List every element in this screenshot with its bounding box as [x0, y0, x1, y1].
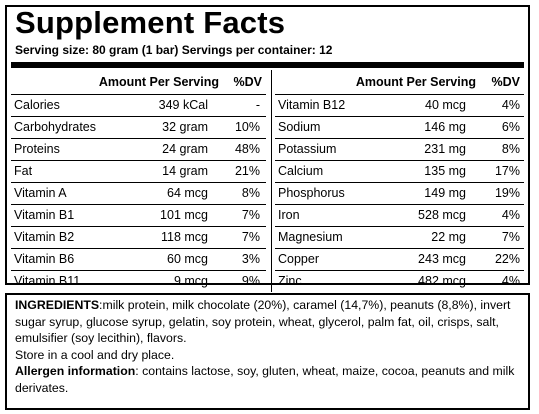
- nutrient-amount: 528 mcg: [418, 208, 466, 222]
- nutrient-row: Calories 349 kCal -: [11, 95, 266, 117]
- nutrient-row: Copper 243 mcg 22%: [275, 249, 524, 271]
- column-header: Amount Per Serving %DV: [275, 70, 524, 95]
- nutrient-dv: 48%: [234, 142, 260, 156]
- nutrient-name: Vitamin A: [14, 186, 67, 200]
- nutrient-row: Vitamin B11 9 mcg 9%: [11, 271, 266, 292]
- allergen-text: : contains lactose, soy, gluten, wheat, …: [15, 364, 515, 395]
- nutrient-dv: 10%: [234, 120, 260, 134]
- nutrient-row: Vitamin B2 118 mcg 7%: [11, 227, 266, 249]
- nutrient-name: Proteins: [14, 142, 60, 156]
- nutrient-amount: 101 mcg: [160, 208, 208, 222]
- nutrient-dv: 4%: [501, 208, 520, 222]
- nutrient-row: Carbohydrates 32 gram 10%: [11, 117, 266, 139]
- nutrient-name: Fat: [14, 164, 33, 178]
- dv-header: %DV: [491, 75, 520, 89]
- nutrient-dv: 6%: [501, 120, 520, 134]
- nutrient-name: Sodium: [278, 120, 321, 134]
- nutrient-name: Phosphorus: [278, 186, 345, 200]
- nutrient-amount: 9 mcg: [173, 274, 208, 288]
- nutrient-dv: 8%: [241, 186, 260, 200]
- nutrient-dv: 3%: [241, 252, 260, 266]
- supplement-facts-panel: Supplement Facts Serving size: 80 gram (…: [5, 5, 530, 292]
- nutrient-row: Vitamin A 64 mcg 8%: [11, 183, 266, 205]
- ingredients-list: :milk protein, milk chocolate (20%), car…: [15, 298, 511, 345]
- nutrient-name: Potassium: [278, 142, 337, 156]
- nutrient-amount: 135 mg: [424, 164, 466, 178]
- page-title: Supplement Facts: [15, 5, 286, 40]
- divider-thick: [11, 62, 524, 68]
- nutrient-dv: -: [255, 98, 260, 112]
- nutrient-amount: 32 gram: [162, 120, 208, 134]
- nutrient-name: Carbohydrates: [14, 120, 96, 134]
- nutrient-dv: 17%: [494, 164, 520, 178]
- nutrient-row: Potassium 231 mg 8%: [275, 139, 524, 161]
- nutrient-row: Vitamin B1 101 mcg 7%: [11, 205, 266, 227]
- column-header: Amount Per Serving %DV: [11, 70, 266, 95]
- nutrient-name: Calories: [14, 98, 60, 112]
- nutrient-column-right: Amount Per Serving %DV Vitamin B12 40 mcg…: [271, 70, 524, 292]
- nutrient-dv: 22%: [494, 252, 520, 266]
- nutrient-name: Copper: [278, 252, 319, 266]
- ingredients-text: INGREDIENTS:milk protein, milk chocolate…: [15, 297, 522, 347]
- nutrient-name: Calcium: [278, 164, 324, 178]
- nutrient-name: Magnesium: [278, 230, 343, 244]
- nutrient-amount: 64 mcg: [167, 186, 208, 200]
- amount-header: Amount Per Serving: [355, 75, 476, 89]
- nutrient-row: Vitamin B12 40 mcg 4%: [275, 95, 524, 117]
- nutrient-row: Proteins 24 gram 48%: [11, 139, 266, 161]
- serving-info: Serving size: 80 gram (1 bar) Servings p…: [15, 43, 333, 57]
- nutrient-dv: 4%: [501, 274, 520, 288]
- allergen-label: Allergen information: [15, 364, 136, 378]
- nutrient-amount: 118 mcg: [160, 230, 208, 244]
- nutrient-row: Sodium 146 mg 6%: [275, 117, 524, 139]
- nutrient-amount: 149 mg: [424, 186, 466, 200]
- nutrient-amount: 243 mcg: [418, 252, 466, 266]
- nutrient-amount: 60 mcg: [167, 252, 208, 266]
- nutrient-amount: 22 mg: [431, 230, 466, 244]
- nutrient-amount: 146 mg: [424, 120, 466, 134]
- nutrient-row: Calcium 135 mg 17%: [275, 161, 524, 183]
- nutrient-dv: 8%: [501, 142, 520, 156]
- nutrient-row: Fat 14 gram 21%: [11, 161, 266, 183]
- nutrient-dv: 7%: [241, 230, 260, 244]
- nutrient-dv: 9%: [241, 274, 260, 288]
- nutrient-amount: 349 kCal: [158, 98, 208, 112]
- nutrient-amount: 14 gram: [162, 164, 208, 178]
- nutrient-dv: 7%: [241, 208, 260, 222]
- nutrient-amount: 231 mg: [424, 142, 466, 156]
- nutrient-name: Zinc: [278, 274, 302, 288]
- nutrient-amount: 482 mcg: [418, 274, 466, 288]
- nutrient-name: Vitamin B2: [14, 230, 75, 244]
- allergen-info: Allergen information: contains lactose, …: [15, 363, 522, 396]
- nutrient-name: Vitamin B1: [14, 208, 75, 222]
- nutrient-row: Iron 528 mcg 4%: [275, 205, 524, 227]
- dv-header: %DV: [233, 75, 262, 89]
- nutrient-row: Zinc 482 mcg 4%: [275, 271, 524, 292]
- nutrient-dv: 19%: [494, 186, 520, 200]
- nutrient-amount: 40 mcg: [425, 98, 466, 112]
- nutrient-dv: 4%: [501, 98, 520, 112]
- nutrient-name: Vitamin B11: [14, 274, 81, 288]
- nutrient-row: Magnesium 22 mg 7%: [275, 227, 524, 249]
- ingredients-label: INGREDIENTS: [15, 298, 100, 312]
- nutrient-column-left: Amount Per Serving %DV Calories 349 kCal -…: [11, 70, 266, 292]
- storage-note: Store in a cool and dry place.: [15, 347, 175, 362]
- nutrient-amount: 24 gram: [162, 142, 208, 156]
- ingredients-panel: INGREDIENTS:milk protein, milk chocolate…: [5, 293, 530, 410]
- amount-header: Amount Per Serving: [98, 75, 219, 89]
- nutrient-name: Iron: [278, 208, 300, 222]
- nutrient-dv: 7%: [501, 230, 520, 244]
- nutrient-name: Vitamin B6: [14, 252, 75, 266]
- nutrient-name: Vitamin B12: [278, 98, 346, 112]
- nutrient-dv: 21%: [234, 164, 260, 178]
- nutrient-row: Vitamin B6 60 mcg 3%: [11, 249, 266, 271]
- nutrient-row: Phosphorus 149 mg 19%: [275, 183, 524, 205]
